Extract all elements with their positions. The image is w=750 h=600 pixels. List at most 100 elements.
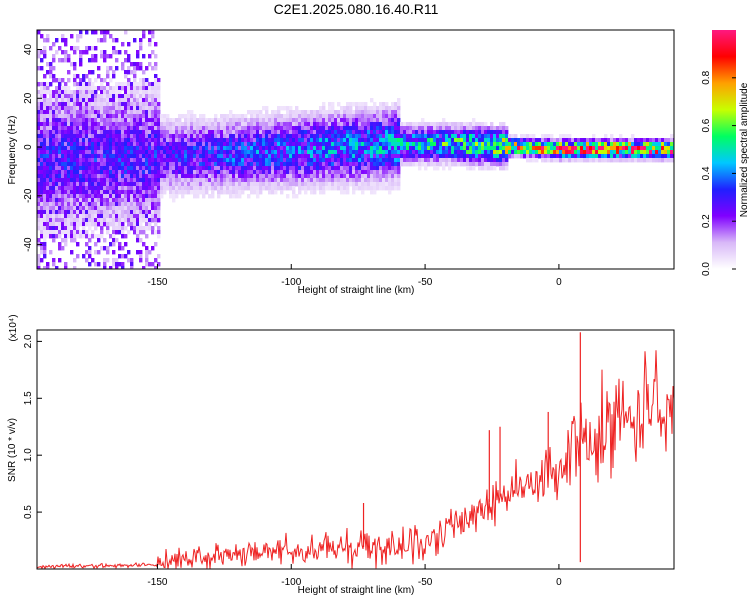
heatmap-cell bbox=[373, 126, 377, 131]
heatmap-cell bbox=[145, 78, 149, 83]
heatmap-cell bbox=[298, 134, 302, 139]
heatmap-cell bbox=[223, 142, 227, 147]
heatmap-cell bbox=[82, 82, 86, 87]
heatmap-cell bbox=[121, 118, 125, 123]
heatmap-cell bbox=[322, 174, 326, 179]
heatmap-cell bbox=[70, 166, 74, 171]
heatmap-cell bbox=[478, 134, 482, 139]
heatmap-cell bbox=[73, 206, 77, 211]
heatmap-cell bbox=[52, 222, 56, 227]
heatmap-cell bbox=[91, 90, 95, 95]
heatmap-cell bbox=[40, 162, 44, 167]
heatmap-cell bbox=[73, 238, 77, 243]
heatmap-cell bbox=[238, 186, 242, 191]
heatmap-cell bbox=[499, 122, 503, 127]
heatmap-cell bbox=[226, 158, 230, 163]
heatmap-cell bbox=[121, 254, 125, 259]
heatmap-cell bbox=[82, 206, 86, 211]
heatmap-cell bbox=[223, 158, 227, 163]
heatmap-cell bbox=[235, 138, 239, 143]
heatmap-cell bbox=[379, 106, 383, 111]
heatmap-cell bbox=[49, 98, 53, 103]
heatmap-cell bbox=[319, 150, 323, 155]
heatmap-cell bbox=[55, 154, 59, 159]
heatmap-cell bbox=[136, 134, 140, 139]
heatmap-cell bbox=[247, 166, 251, 171]
heatmap-cell bbox=[112, 170, 116, 175]
heatmap-cell bbox=[130, 146, 134, 151]
heatmap-cell bbox=[235, 178, 239, 183]
heatmap-cell bbox=[145, 162, 149, 167]
heatmap-cell bbox=[157, 198, 161, 203]
heatmap-cell bbox=[469, 142, 473, 147]
heatmap-cell bbox=[46, 186, 50, 191]
heatmap-cell bbox=[88, 126, 92, 131]
heatmap-cell bbox=[292, 182, 296, 187]
heatmap-cell bbox=[310, 130, 314, 135]
heatmap-cell bbox=[427, 134, 431, 139]
heatmap-cell bbox=[478, 126, 482, 131]
heatmap-cell bbox=[55, 158, 59, 163]
heatmap-cell bbox=[391, 122, 395, 127]
chart-title: C2E1.2025.080.16.40.R11 bbox=[274, 1, 439, 17]
heatmap-cell bbox=[250, 150, 254, 155]
heatmap-cell bbox=[70, 174, 74, 179]
heatmap-cell bbox=[64, 54, 68, 59]
heatmap-cell bbox=[271, 174, 275, 179]
heatmap-cell bbox=[139, 102, 143, 107]
heatmap-cell bbox=[325, 118, 329, 123]
heatmap-cell bbox=[37, 138, 41, 143]
heatmap-cell bbox=[79, 126, 83, 131]
heatmap-cell bbox=[40, 146, 44, 151]
heatmap-cell bbox=[223, 126, 227, 131]
heatmap-cell bbox=[64, 86, 68, 91]
heatmap-cell bbox=[43, 86, 47, 91]
heatmap-cell bbox=[604, 150, 608, 155]
heatmap-cell bbox=[115, 202, 119, 207]
heatmap-cell bbox=[58, 86, 62, 91]
heatmap-cell bbox=[148, 38, 152, 43]
heatmap-cell bbox=[466, 154, 470, 159]
heatmap-cell bbox=[484, 154, 488, 159]
heatmap-cell bbox=[121, 210, 125, 215]
heatmap-cell bbox=[340, 154, 344, 159]
heatmap-cell bbox=[346, 138, 350, 143]
heatmap-cell bbox=[667, 142, 671, 147]
heatmap-cell bbox=[415, 158, 419, 163]
heatmap-cell bbox=[352, 138, 356, 143]
heatmap-cell bbox=[151, 86, 155, 91]
heatmap-cell bbox=[88, 138, 92, 143]
heatmap-cell bbox=[106, 226, 110, 231]
heatmap-cell bbox=[148, 134, 152, 139]
heatmap-cell bbox=[229, 146, 233, 151]
heatmap-cell bbox=[133, 122, 137, 127]
heatmap-cell bbox=[103, 214, 107, 219]
heatmap-cell bbox=[52, 162, 56, 167]
heatmap-cell bbox=[352, 134, 356, 139]
heatmap-cell bbox=[337, 186, 341, 191]
heatmap-cell bbox=[124, 138, 128, 143]
heatmap-cell bbox=[43, 202, 47, 207]
heatmap-cell bbox=[391, 118, 395, 123]
heatmap-cell bbox=[46, 178, 50, 183]
heatmap-cell bbox=[130, 174, 134, 179]
heatmap-cell bbox=[58, 118, 62, 123]
heatmap-cell bbox=[490, 166, 494, 171]
heatmap-cell bbox=[73, 62, 77, 67]
heatmap-cell bbox=[112, 194, 116, 199]
heatmap-cell bbox=[586, 150, 590, 155]
heatmap-cell bbox=[100, 222, 104, 227]
heatmap-cell bbox=[151, 106, 155, 111]
heatmap-cell bbox=[43, 210, 47, 215]
heatmap-cell bbox=[109, 174, 113, 179]
heatmap-cell bbox=[103, 174, 107, 179]
heatmap-cell bbox=[214, 126, 218, 131]
heatmap-cell bbox=[253, 174, 257, 179]
heatmap-cell bbox=[49, 206, 53, 211]
heatmap-cell bbox=[136, 66, 140, 71]
heatmap-cell bbox=[472, 150, 476, 155]
heatmap-cell bbox=[172, 166, 176, 171]
heatmap-cell bbox=[64, 266, 68, 269]
heatmap-cell bbox=[40, 110, 44, 115]
heatmap-cell bbox=[118, 130, 122, 135]
